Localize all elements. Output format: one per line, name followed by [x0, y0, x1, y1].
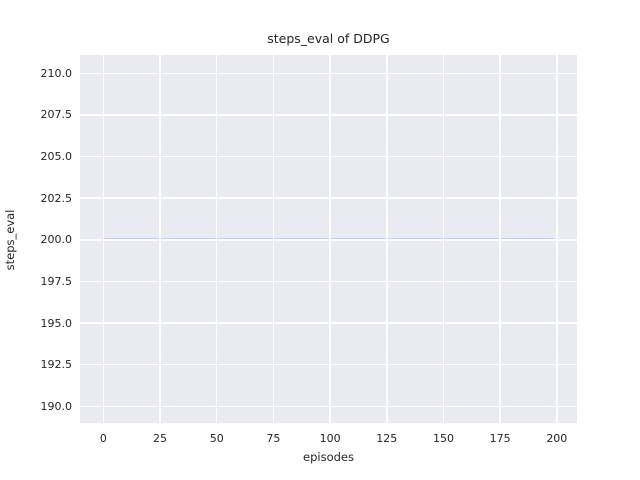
gridline-y-192.5 [80, 363, 577, 366]
gridline-x-100 [329, 55, 331, 423]
x-tick-label: 175 [489, 432, 511, 445]
gridline-y-210 [80, 72, 577, 75]
x-tick-label: 200 [546, 432, 568, 445]
x-tick-label: 50 [209, 432, 224, 445]
y-tick-label: 207.5 [40, 108, 73, 122]
gridline-x-0 [102, 55, 105, 423]
x-tick-label: 125 [376, 432, 398, 445]
gridline-x-175 [499, 55, 501, 423]
gridline-y-190 [80, 405, 577, 408]
y-tick-label: 210.0 [40, 66, 73, 80]
x-tick-label: 25 [153, 432, 168, 445]
gridline-x-75 [272, 55, 275, 423]
y-tick-label: 197.5 [40, 274, 73, 288]
y-tick-label: 200.0 [40, 233, 73, 247]
chart-title: steps_eval of DDPG [267, 31, 390, 46]
gridline-y-207.5 [80, 114, 577, 116]
gridline-x-125 [386, 55, 388, 423]
gridline-y-200 [80, 239, 577, 241]
y-tick-label: 202.5 [40, 191, 73, 205]
gridline-y-205 [80, 155, 577, 158]
x-tick-label: 100 [319, 432, 341, 445]
x-tick-label: 0 [99, 432, 107, 445]
x-tick-label: 150 [432, 432, 454, 445]
gridline-y-197.5 [80, 280, 577, 283]
plot-area [80, 55, 577, 423]
gridline-x-25 [159, 55, 161, 423]
gridline-y-195 [80, 322, 577, 324]
gridline-x-200 [556, 55, 558, 423]
y-tick-label: 195.0 [40, 316, 73, 330]
gridline-y-202.5 [80, 197, 577, 199]
y-tick-label: 192.5 [40, 358, 73, 372]
x-tick-label: 75 [266, 432, 281, 445]
y-tick-label: 190.0 [40, 399, 73, 413]
gridline-x-150 [442, 55, 445, 423]
gridline-x-50 [215, 55, 218, 423]
x-axis-label: episodes [303, 450, 354, 464]
y-tick-label: 205.0 [40, 150, 73, 164]
